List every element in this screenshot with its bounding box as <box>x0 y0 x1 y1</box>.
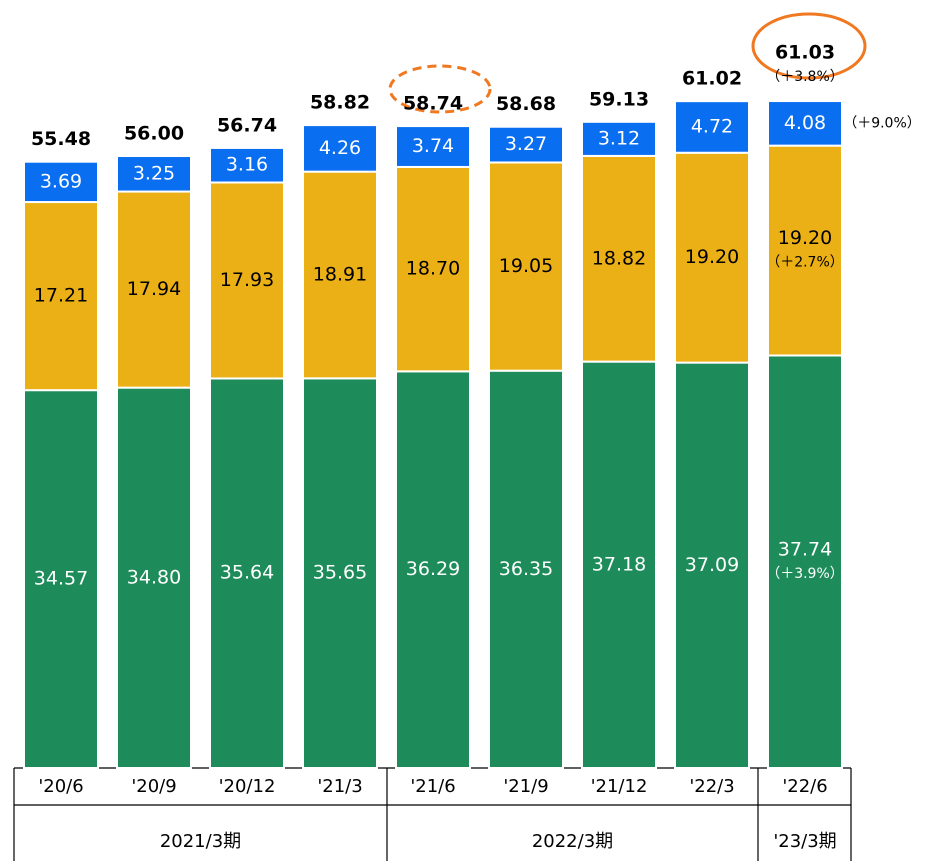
total-label: 56.74 <box>217 114 277 136</box>
value-label: 19.05 <box>499 255 553 277</box>
bar-segment <box>767 144 843 357</box>
total-label: 55.48 <box>31 128 91 150</box>
bar-segment <box>488 161 564 372</box>
bar-segment <box>23 201 99 392</box>
value-label: 3.25 <box>133 162 175 184</box>
bar-segment <box>767 354 843 769</box>
bar-segment <box>395 370 471 769</box>
change-label: （＋2.7%） <box>766 255 844 271</box>
value-label: 18.70 <box>406 258 460 280</box>
bar-segment <box>767 100 843 147</box>
highlight-solid <box>751 12 867 80</box>
bar-segment <box>581 154 657 363</box>
value-label: 19.20 <box>778 227 832 249</box>
value-label: 35.65 <box>313 562 367 584</box>
highlight-dashed <box>388 64 492 114</box>
bar-segment <box>488 125 564 164</box>
x-tick-label: '22/3 <box>689 776 734 797</box>
change-label: （＋3.8%） <box>766 69 844 85</box>
bar-segment <box>209 377 285 769</box>
value-label: 3.74 <box>412 135 454 157</box>
total-label: 56.00 <box>124 123 184 145</box>
value-label: 34.80 <box>127 566 181 588</box>
total-label: 58.68 <box>496 93 556 115</box>
total-label: 59.13 <box>589 88 649 110</box>
bar-segment <box>209 146 285 184</box>
bar-segment <box>674 100 750 154</box>
x-tick-label: '20/9 <box>131 776 176 797</box>
value-label: 37.74 <box>778 538 832 560</box>
bar-segment <box>488 369 564 769</box>
group-label: 2022/3期 <box>532 831 613 852</box>
total-label: 61.03 <box>775 42 835 64</box>
value-label: 17.94 <box>127 278 181 300</box>
value-label: 36.35 <box>499 558 553 580</box>
value-label: 17.21 <box>34 285 88 307</box>
value-label: 4.72 <box>691 115 733 137</box>
bar-segment <box>581 120 657 157</box>
bar-segment <box>302 124 378 173</box>
change-label: （＋3.9%） <box>766 566 844 582</box>
x-tick-label: '21/6 <box>410 776 455 797</box>
value-label: 4.26 <box>319 137 361 159</box>
group-label: 2021/3期 <box>160 831 241 852</box>
x-tick-label: '21/3 <box>317 776 362 797</box>
x-tick-label: '21/9 <box>503 776 548 797</box>
value-label: 3.27 <box>505 133 547 155</box>
group-label: '23/3期 <box>773 831 836 852</box>
x-tick-label: '20/6 <box>38 776 83 797</box>
bar-segment <box>395 125 471 168</box>
bar-segment <box>674 151 750 364</box>
value-label: 17.93 <box>220 269 274 291</box>
value-label: 3.69 <box>40 170 82 192</box>
x-tick-label: '21/12 <box>591 776 648 797</box>
x-tick-label: '20/12 <box>219 776 276 797</box>
value-label: 36.29 <box>406 558 460 580</box>
change-label: （＋9.0%） <box>843 115 921 131</box>
bar-segment <box>209 181 285 380</box>
bar-segment <box>395 165 471 373</box>
x-tick-label: '22/6 <box>782 776 827 797</box>
bar-segment <box>116 155 192 193</box>
value-label: 18.91 <box>313 264 367 286</box>
value-label: 19.20 <box>685 246 739 268</box>
value-label: 34.57 <box>34 568 88 590</box>
bar-segment <box>674 361 750 769</box>
value-label: 37.18 <box>592 553 646 575</box>
value-label: 3.12 <box>598 127 640 149</box>
value-label: 35.64 <box>220 562 274 584</box>
total-label: 58.74 <box>403 93 463 115</box>
value-label: 4.08 <box>784 112 826 134</box>
total-label: 61.02 <box>682 68 742 90</box>
value-label: 3.16 <box>226 154 268 176</box>
value-label: 18.82 <box>592 247 646 269</box>
bar-segment <box>302 170 378 380</box>
bar-segment <box>581 360 657 769</box>
bar-segment <box>23 160 99 204</box>
value-label: 37.09 <box>685 554 739 576</box>
bar-segment <box>23 389 99 769</box>
total-label: 58.82 <box>310 92 370 114</box>
